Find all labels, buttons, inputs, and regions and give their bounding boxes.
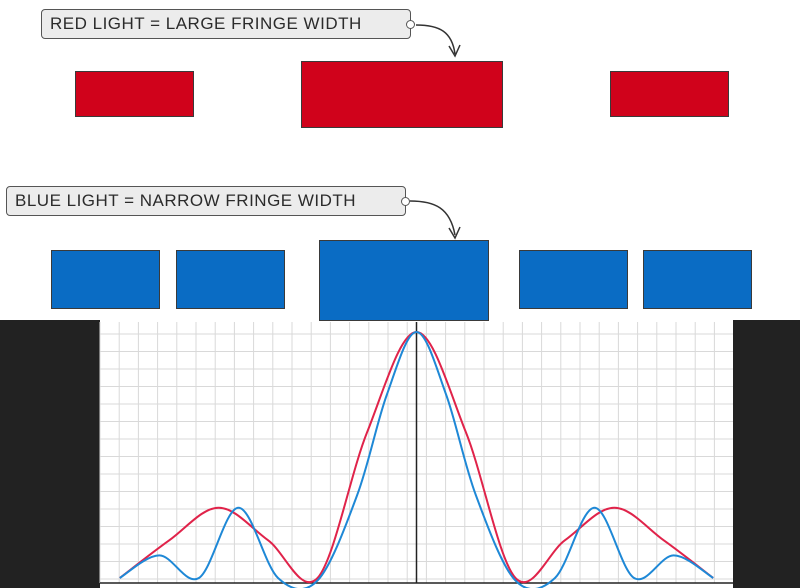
annotation-arrows bbox=[409, 24, 461, 240]
blue-fringe-4 bbox=[519, 250, 628, 309]
blue-fringe-5 bbox=[643, 250, 752, 309]
blue-intensity-curve bbox=[119, 330, 714, 588]
left-dark-panel bbox=[0, 320, 100, 588]
red-arrow-line bbox=[415, 24, 456, 55]
label-pin-icon bbox=[401, 197, 410, 206]
red-fringe-central bbox=[301, 61, 503, 128]
blue-light-label-text: BLUE LIGHT = NARROW FRINGE WIDTH bbox=[15, 191, 357, 210]
blue-fringe-central bbox=[319, 240, 489, 321]
red-light-label: RED LIGHT = LARGE FRINGE WIDTH bbox=[41, 9, 415, 39]
blue-light-label: BLUE LIGHT = NARROW FRINGE WIDTH bbox=[6, 186, 410, 216]
blue-fringe-1 bbox=[51, 250, 160, 309]
red-arrow-head-icon bbox=[448, 44, 461, 58]
blue-arrow-line bbox=[409, 200, 456, 236]
red-fringe-left bbox=[75, 71, 194, 117]
blue-arrow-head-icon bbox=[448, 226, 461, 240]
right-dark-panel bbox=[733, 320, 800, 588]
blue-fringe-2 bbox=[176, 250, 285, 309]
label-pin-icon bbox=[406, 20, 415, 29]
red-fringe-right bbox=[610, 71, 729, 117]
red-light-label-text: RED LIGHT = LARGE FRINGE WIDTH bbox=[50, 14, 362, 33]
